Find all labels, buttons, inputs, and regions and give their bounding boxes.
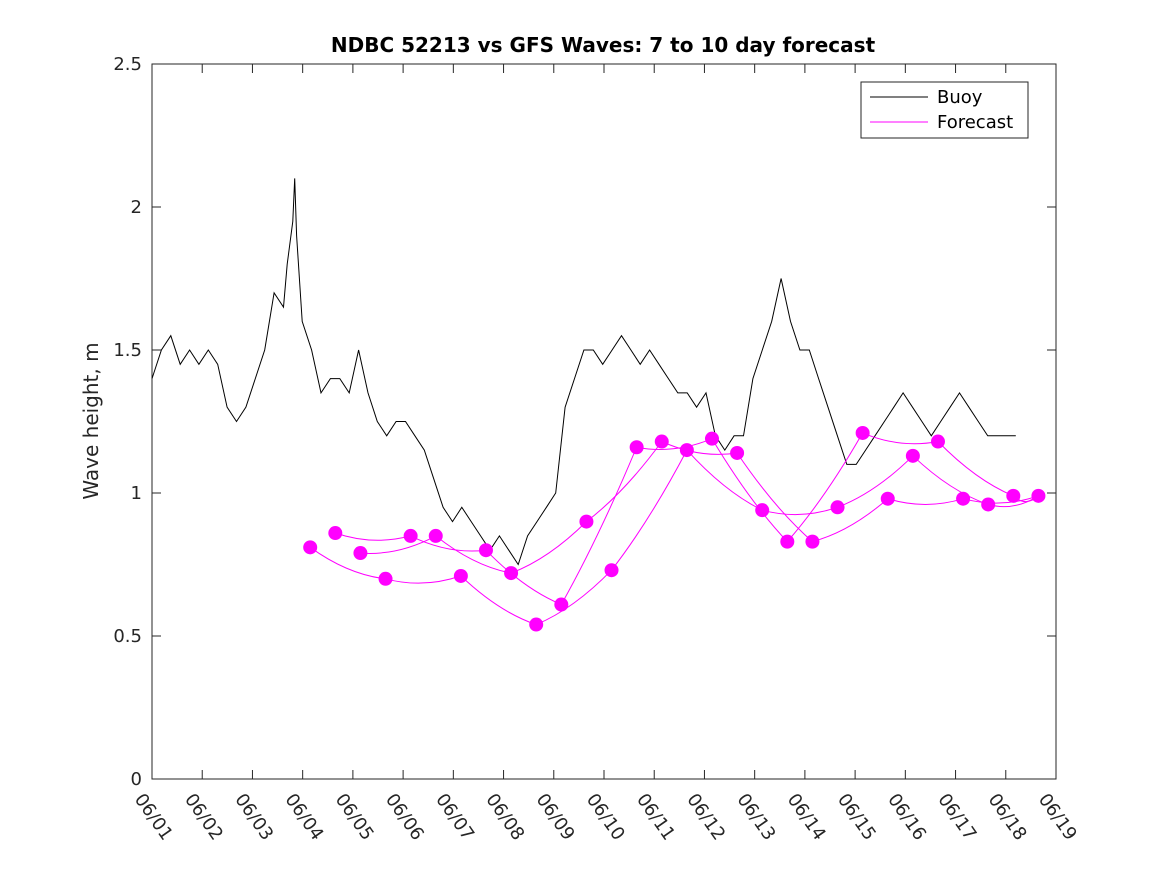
- forecast-point: [830, 500, 845, 515]
- forecast-trajectory: [736, 452, 813, 542]
- plot-area: [151, 63, 1057, 780]
- forecast-point: [378, 571, 393, 586]
- forecast-point: [554, 597, 569, 612]
- forecast-point: [453, 568, 468, 583]
- forecast-trajectory: [309, 546, 386, 580]
- forecast-point: [704, 431, 719, 446]
- forecast-trajectory: [686, 449, 763, 511]
- y-tick-label: 1.5: [113, 340, 142, 361]
- buoy-series: [151, 178, 1016, 566]
- forecast-point: [504, 566, 519, 581]
- forecast-trajectory: [786, 432, 864, 542]
- forecast-series: [303, 425, 1046, 632]
- forecast-trajectory: [560, 447, 638, 605]
- forecast-trajectory: [962, 495, 1039, 504]
- y-axis: 0 0.5 1 1.5 2 2.5: [113, 54, 1056, 790]
- forecast-point: [730, 445, 745, 460]
- forecast-point: [905, 448, 920, 463]
- y-axis-label: Wave height, m: [79, 342, 103, 499]
- forecast-trajectory: [435, 535, 512, 574]
- forecast-trajectory: [536, 569, 612, 626]
- forecast-trajectory: [661, 441, 738, 455]
- legend-buoy-label: Buoy: [937, 87, 983, 108]
- forecast-point: [805, 534, 820, 549]
- forecast-trajectory: [837, 455, 914, 508]
- forecast-point: [956, 491, 971, 506]
- forecast-point: [629, 440, 644, 455]
- forecast-point: [428, 528, 443, 543]
- chart-title: NDBC 52213 vs GFS Waves: 7 to 10 day for…: [331, 33, 876, 57]
- forecast-point: [880, 491, 895, 506]
- forecast-trajectory: [586, 441, 663, 522]
- forecast-point: [654, 434, 669, 449]
- forecast-point: [529, 617, 544, 632]
- forecast-trajectory: [862, 432, 939, 445]
- forecast-point: [1031, 488, 1046, 503]
- forecast-trajectory: [912, 455, 989, 505]
- forecast-trajectory: [887, 498, 964, 505]
- y-tick-label: 1: [131, 483, 142, 504]
- forecast-point: [780, 534, 795, 549]
- forecast-point: [855, 425, 870, 440]
- forecast-trajectory: [510, 521, 587, 574]
- forecast-point: [403, 528, 418, 543]
- forecast-point: [353, 546, 368, 561]
- forecast-point: [981, 497, 996, 512]
- legend-forecast-label: Forecast: [937, 112, 1013, 133]
- forecast-point: [328, 526, 343, 541]
- forecast-point: [604, 563, 619, 578]
- buoy-line: [151, 178, 1016, 566]
- y-tick-label: 2.5: [113, 54, 142, 75]
- forecast-point: [755, 503, 770, 518]
- forecast-trajectory: [812, 498, 889, 543]
- forecast-trajectory: [335, 532, 411, 541]
- forecast-trajectory: [937, 441, 1014, 497]
- legend: Buoy Forecast: [860, 81, 1029, 139]
- forecast-trajectory: [611, 449, 688, 571]
- forecast-point: [579, 514, 594, 529]
- forecast-point: [1006, 488, 1021, 503]
- forecast-point: [478, 543, 493, 558]
- forecast-point: [303, 540, 318, 555]
- forecast-trajectory: [385, 575, 462, 584]
- forecast-trajectory: [485, 549, 562, 605]
- forecast-trajectory: [711, 438, 788, 542]
- forecast-trajectory: [762, 506, 838, 516]
- forecast-point: [679, 443, 694, 458]
- series-layer: [151, 178, 1046, 632]
- forecast-trajectory: [636, 438, 713, 450]
- y-tick-label: 0.5: [113, 626, 142, 647]
- y-tick-label: 0: [131, 769, 142, 790]
- forecast-trajectory: [460, 575, 537, 626]
- y-tick-label: 2: [131, 197, 142, 218]
- forecast-point: [930, 434, 945, 449]
- legend-box: [860, 81, 1029, 139]
